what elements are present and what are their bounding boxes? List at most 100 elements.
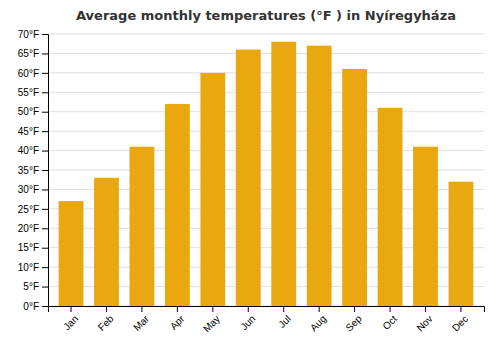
title: Average monthly temperatures (°F ) in Ny… xyxy=(76,8,456,23)
bar xyxy=(449,182,474,306)
x-tick-label: Feb xyxy=(96,313,116,333)
y-tick-label: 5°F xyxy=(23,281,39,292)
y-tick: 5°F xyxy=(23,281,48,292)
bar xyxy=(413,147,438,306)
x-tick-label: Oct xyxy=(380,313,399,332)
y-tick-label: 35°F xyxy=(18,165,39,176)
y-tick: 25°F xyxy=(18,204,48,215)
x-tick-label: Sep xyxy=(343,313,364,334)
x-tick-label: Dec xyxy=(450,313,470,333)
y-tick-mark xyxy=(42,287,48,288)
y-tick-mark xyxy=(42,306,48,307)
x-tick: May xyxy=(201,306,222,334)
y-tick-mark xyxy=(42,73,48,74)
x-tick-mark xyxy=(460,306,461,312)
grid-line xyxy=(48,92,484,93)
y-tick-mark xyxy=(42,92,48,93)
y-tick: 65°F xyxy=(18,48,48,59)
grid-line xyxy=(48,53,484,54)
y-tick: 15°F xyxy=(18,242,48,253)
y-tick-label: 20°F xyxy=(18,223,39,234)
x-tick: Jan xyxy=(61,306,80,332)
x-tick: Dec xyxy=(450,306,470,333)
x-tick-mark xyxy=(106,306,107,312)
y-tick-mark xyxy=(42,248,48,249)
x-tick-mark xyxy=(177,306,178,312)
y-tick-label: 45°F xyxy=(18,126,39,137)
x-tick-mark xyxy=(425,306,426,312)
y-tick: 10°F xyxy=(18,262,48,273)
bar xyxy=(271,42,296,306)
x-tick-mark xyxy=(390,306,391,312)
x-tick: Jul xyxy=(276,306,293,330)
y-tick-label: 70°F xyxy=(18,29,39,40)
y-tick: 50°F xyxy=(18,106,48,117)
y-tick: 0°F xyxy=(23,301,48,312)
bar xyxy=(200,73,225,306)
y-tick-label: 10°F xyxy=(18,262,39,273)
x-tick: Oct xyxy=(380,306,399,332)
y-tick-mark xyxy=(42,189,48,190)
x-axis: Jan Feb Mar Apr May Jun Jul Aug Sep Oct Nov Dec xyxy=(49,306,485,334)
x-tick: Apr xyxy=(168,306,187,332)
grid-line xyxy=(48,131,484,132)
bar xyxy=(165,104,190,306)
x-tick-mark xyxy=(71,306,72,312)
x-axis-line xyxy=(49,307,485,313)
y-tick: 35°F xyxy=(18,165,48,176)
x-tick: Nov xyxy=(414,306,434,333)
y-axis-line xyxy=(42,35,49,307)
bar xyxy=(378,108,403,306)
y-axis: 0°F 5°F 10°F 15°F 20°F 25°F 30°F 35°F 40°F 45°F 50… xyxy=(18,29,49,312)
y-tick-label: 50°F xyxy=(18,106,39,117)
bar xyxy=(342,69,367,306)
y-tick-label: 30°F xyxy=(18,184,39,195)
x-tick-mark xyxy=(141,306,142,312)
y-tick-mark xyxy=(42,267,48,268)
x-tick-label: Jul xyxy=(276,313,293,330)
y-tick-mark xyxy=(42,34,48,35)
y-tick-label: 60°F xyxy=(18,68,39,79)
x-tick-label: Nov xyxy=(414,313,434,333)
y-tick-mark xyxy=(42,209,48,210)
y-tick-label: 55°F xyxy=(18,87,39,98)
y-tick-mark xyxy=(42,131,48,132)
y-tick-label: 0°F xyxy=(23,301,39,312)
grid-line xyxy=(48,111,484,112)
y-tick-mark xyxy=(42,170,48,171)
chart: 0°F 5°F 10°F 15°F 20°F 25°F 30°F 35°F 40°F 45°F 50… xyxy=(0,0,500,350)
bar xyxy=(307,46,332,306)
y-tick-label: 40°F xyxy=(18,145,39,156)
bar xyxy=(59,201,84,306)
y-tick: 40°F xyxy=(18,145,48,156)
x-tick-label: Mar xyxy=(131,313,151,333)
x-tick: Jun xyxy=(238,306,257,332)
grid-line xyxy=(48,72,484,73)
y-tick-label: 65°F xyxy=(18,48,39,59)
x-tick-mark xyxy=(212,306,213,312)
x-tick: Feb xyxy=(96,306,116,333)
x-tick-mark xyxy=(248,306,249,312)
x-tick-mark xyxy=(354,306,355,312)
x-tick-label: Jun xyxy=(238,313,257,332)
y-tick: 20°F xyxy=(18,223,48,234)
y-tick-mark xyxy=(42,228,48,229)
y-tick: 70°F xyxy=(18,29,48,40)
plot: 0°F 5°F 10°F 15°F 20°F 25°F 30°F 35°F 40°F 45°F 50… xyxy=(18,29,485,335)
x-tick: Sep xyxy=(343,306,364,333)
x-tick-label: Aug xyxy=(308,313,328,333)
x-tick-label: Apr xyxy=(168,313,187,332)
x-tick-mark xyxy=(283,306,284,312)
y-tick-mark xyxy=(42,53,48,54)
x-tick: Mar xyxy=(131,306,151,333)
x-tick-mark xyxy=(319,306,320,312)
y-tick-mark xyxy=(42,151,48,152)
y-tick-label: 25°F xyxy=(18,204,39,215)
grid xyxy=(48,34,484,306)
y-tick: 60°F xyxy=(18,68,48,79)
bar xyxy=(94,178,119,306)
x-tick-label: May xyxy=(201,313,222,334)
bar xyxy=(130,147,155,306)
grid-line xyxy=(48,34,484,35)
x-tick-label: Jan xyxy=(61,313,80,332)
